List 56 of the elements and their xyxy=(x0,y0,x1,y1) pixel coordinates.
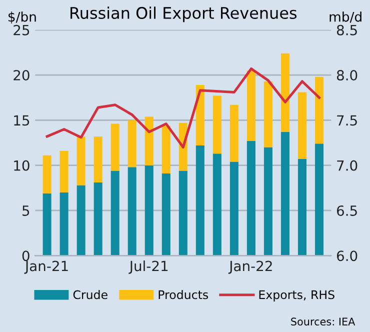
bar xyxy=(42,155,52,194)
y-tick-label: 15 xyxy=(14,115,30,126)
bar xyxy=(162,126,170,174)
bar xyxy=(196,145,204,256)
bar xyxy=(60,192,68,256)
bar xyxy=(76,185,86,256)
y-axis-title: $/bn xyxy=(8,12,36,24)
y-tick-label: 5 xyxy=(22,206,30,216)
bar xyxy=(128,120,136,168)
y2-tick-label: 6.5 xyxy=(336,205,357,216)
y-tick-label: 20 xyxy=(14,70,30,81)
y-tick-label: 0 xyxy=(22,250,30,262)
bar xyxy=(178,170,188,256)
bar xyxy=(42,193,52,256)
bar xyxy=(212,96,222,154)
y2-tick-label: 8.0 xyxy=(336,70,358,81)
legend-label: Crude xyxy=(73,290,108,300)
bar xyxy=(196,84,204,146)
bar xyxy=(94,136,102,182)
bar xyxy=(230,162,238,256)
bar xyxy=(298,92,306,160)
x-tick-label: Jan-21 xyxy=(24,260,68,274)
bar xyxy=(246,70,256,141)
y-tick-label: 10 xyxy=(14,160,30,171)
bar xyxy=(94,182,102,256)
bar xyxy=(128,167,136,256)
bar xyxy=(110,124,120,171)
bar xyxy=(230,104,238,162)
line-series xyxy=(46,67,320,149)
bar xyxy=(212,154,222,256)
bar xyxy=(280,53,290,132)
bar xyxy=(314,144,324,256)
bar xyxy=(280,132,290,256)
bar xyxy=(264,147,272,256)
chart-title: Russian Oil Export Revenues xyxy=(70,6,297,22)
bar xyxy=(144,165,154,256)
bar xyxy=(314,76,324,144)
y2-tick-label: 8.5 xyxy=(336,24,357,36)
bar xyxy=(264,81,272,148)
bar xyxy=(110,170,120,256)
x-tick-label: Jan-22 xyxy=(228,260,272,274)
bar xyxy=(60,150,68,192)
bar xyxy=(76,136,86,186)
bar xyxy=(246,140,256,256)
legend-label: Exports, RHS xyxy=(259,290,334,302)
y2-tick-label: 7.0 xyxy=(337,160,358,171)
y2-tick-label: 6.0 xyxy=(336,250,358,262)
x-tick-label: Jul-21 xyxy=(128,260,168,274)
bar xyxy=(144,116,154,166)
y2-tick-label: 7.5 xyxy=(337,115,357,126)
bar xyxy=(162,173,170,256)
y-tick-label: 25 xyxy=(14,24,30,36)
y2-axis-title: mb/d xyxy=(330,12,362,23)
source-note: Sources: IEA xyxy=(291,318,356,326)
bar xyxy=(298,159,306,256)
legend-label: Products xyxy=(158,290,208,300)
